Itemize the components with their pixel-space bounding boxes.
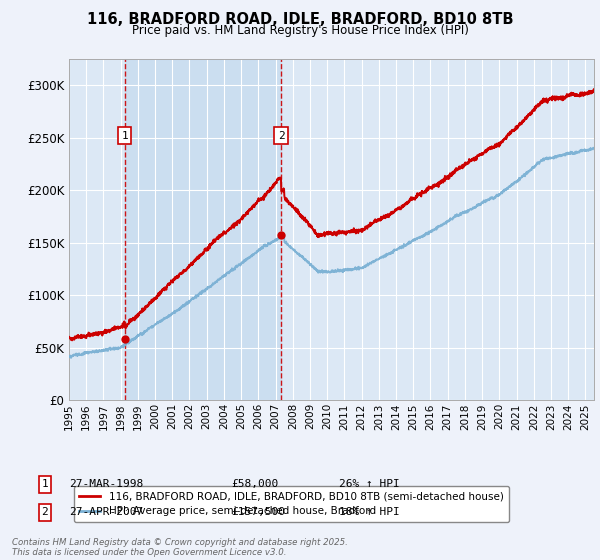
Text: Price paid vs. HM Land Registry's House Price Index (HPI): Price paid vs. HM Land Registry's House … (131, 24, 469, 37)
Text: 18% ↑ HPI: 18% ↑ HPI (339, 507, 400, 517)
Text: 1: 1 (121, 130, 128, 141)
Text: £58,000: £58,000 (231, 479, 278, 489)
Text: 27-MAR-1998: 27-MAR-1998 (69, 479, 143, 489)
Text: 26% ↑ HPI: 26% ↑ HPI (339, 479, 400, 489)
Text: Contains HM Land Registry data © Crown copyright and database right 2025.
This d: Contains HM Land Registry data © Crown c… (12, 538, 348, 557)
Legend: 116, BRADFORD ROAD, IDLE, BRADFORD, BD10 8TB (semi-detached house), HPI: Average: 116, BRADFORD ROAD, IDLE, BRADFORD, BD10… (74, 486, 509, 521)
Text: 27-APR-2007: 27-APR-2007 (69, 507, 143, 517)
Text: £157,500: £157,500 (231, 507, 285, 517)
Bar (125, 59, 281, 400)
Text: 1: 1 (41, 479, 49, 489)
Text: 116, BRADFORD ROAD, IDLE, BRADFORD, BD10 8TB: 116, BRADFORD ROAD, IDLE, BRADFORD, BD10… (87, 12, 513, 27)
Text: 2: 2 (278, 130, 284, 141)
Text: 2: 2 (41, 507, 49, 517)
